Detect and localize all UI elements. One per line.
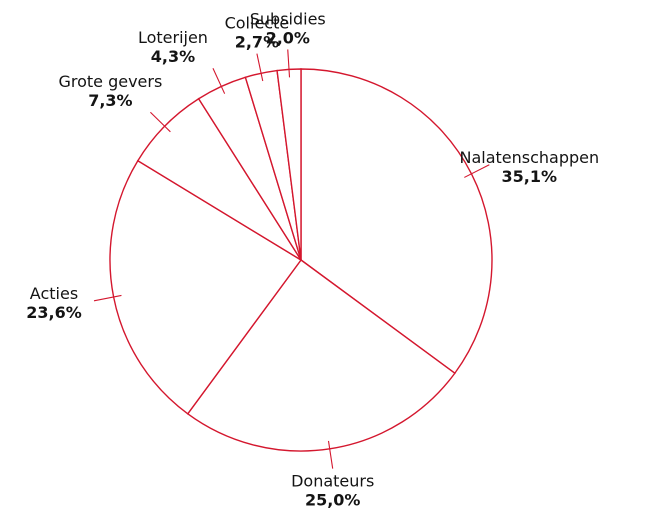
leader-line-donateurs — [327, 440, 334, 469]
slice-label-acties: Acties — [30, 284, 78, 303]
slice-label-donateurs: Donateurs — [291, 472, 374, 491]
leader-line-subsidies — [287, 49, 291, 78]
slice-value-nalatenschappen: 35,1% — [502, 167, 558, 186]
slice-value-acties: 23,6% — [26, 303, 82, 322]
slice-value-subsidies: 2,0% — [266, 28, 310, 47]
slice-value-loterijen: 4,3% — [151, 47, 195, 66]
slice-value-donateurs: 25,0% — [305, 491, 361, 510]
leader-line-grote-gevers — [150, 111, 171, 133]
slice-label-grote-gevers: Grote gevers — [58, 72, 162, 91]
slice-label-nalatenschappen: Nalatenschappen — [459, 148, 599, 167]
leader-line-collecte — [256, 53, 264, 82]
slice-value-collecte: 2,7% — [235, 33, 279, 52]
label-leader-lines — [93, 49, 490, 469]
leader-line-loterijen — [212, 68, 226, 94]
slice-label-subsidies: Subsidies — [250, 9, 326, 28]
leader-line-acties — [93, 294, 122, 302]
pie-slices — [109, 68, 493, 452]
slice-label-loterijen: Loterijen — [138, 28, 208, 47]
slice-label-collecte: Collecte — [225, 14, 290, 33]
slice-value-grote-gevers: 7,3% — [88, 91, 132, 110]
leader-line-nalatenschappen — [464, 164, 490, 178]
